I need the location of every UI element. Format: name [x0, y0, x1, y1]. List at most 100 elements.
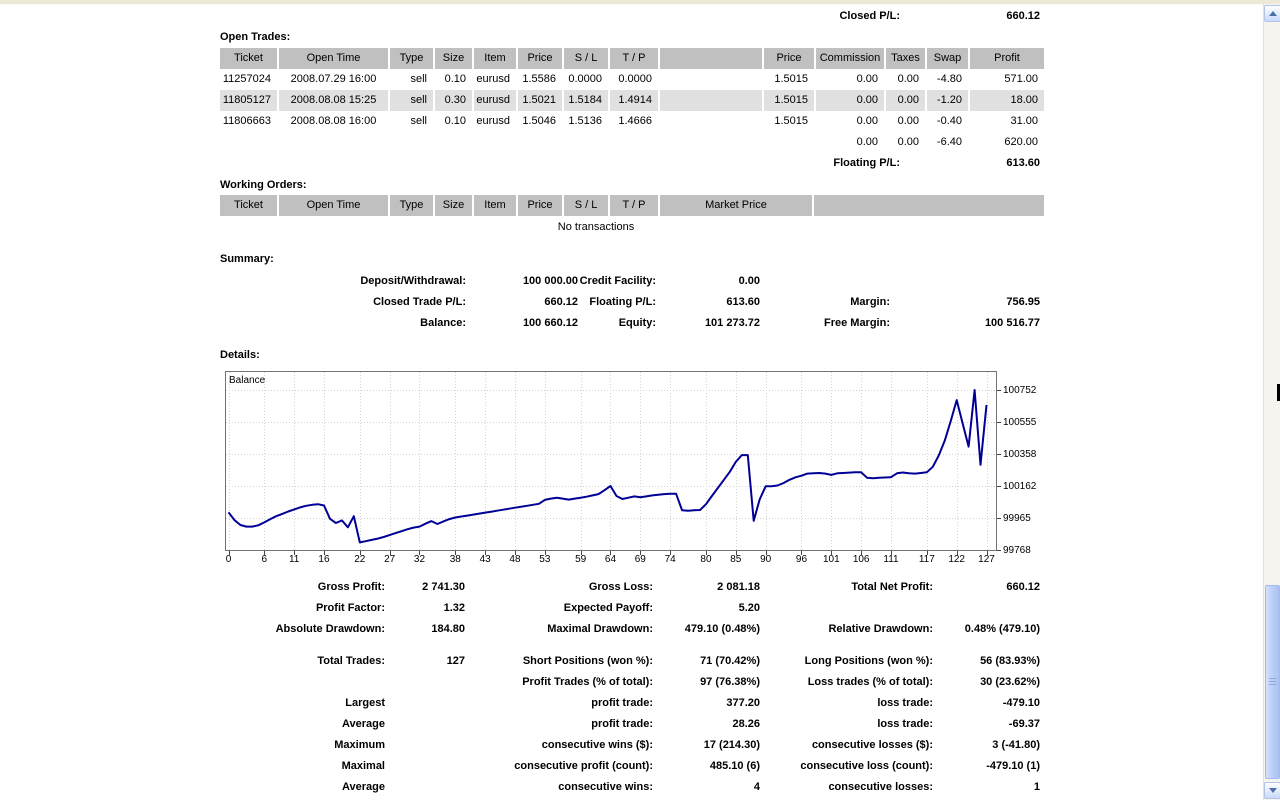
x-axis-tick-label: 85 [730, 554, 742, 565]
stat-row: Profit Trades (% of total): 97 (76.38%) Lo… [220, 672, 1044, 693]
stat-label: Absolute Drawdown: [275, 623, 385, 635]
totals-cell [433, 132, 472, 153]
y-axis-tick-label: 100752 [1003, 385, 1037, 397]
x-axis-tick-label: 22 [354, 554, 366, 565]
cell-type: sell [388, 69, 433, 90]
totals-cell [562, 132, 608, 153]
totals-cell [388, 132, 433, 153]
stat-value: -69.37 [1008, 718, 1040, 730]
stat-value: 485.10 (6) [709, 760, 760, 772]
open-trade-row: 11805127 2008.08.08 15:25 sell 0.30 eurusd 1.… [220, 90, 1044, 111]
summary-value: 100 660.12 [522, 317, 578, 329]
cell-type: sell [388, 111, 433, 132]
stat-value: 1 [1033, 781, 1040, 793]
column-header [658, 48, 762, 69]
cell-sl: 1.5184 [562, 90, 608, 111]
cell-swap: -4.80 [925, 69, 968, 90]
column-header: S / L [562, 195, 608, 216]
column-header: Price [762, 48, 814, 69]
stat-row: Total Trades: 127 Short Positions (won %):… [220, 651, 1044, 672]
stat-value: 28.26 [732, 718, 760, 730]
column-header: Size [433, 48, 472, 69]
y-axis-tick-label: 100358 [1003, 449, 1037, 461]
balance-chart: 0 6 11 16 22 27 32 38 43 48 53 59 64 69 74 80 85 90 96 101 1… [220, 371, 1044, 576]
stat-value: 30 (23.62%) [980, 676, 1040, 688]
floating-pl-label: Floating P/L: [833, 157, 900, 169]
cell-open_price: 1.5586 [516, 69, 562, 90]
summary-row: Closed Trade P/L: 660.12 Floating P/L: 613.… [220, 292, 1044, 313]
report-content: Closed P/L: 660.12 Open Trades: Ticket Op… [220, 0, 1044, 800]
stat-value: 377.20 [726, 697, 760, 709]
x-axis-tick-label: 53 [539, 554, 551, 565]
summary-label: Balance: [420, 317, 466, 329]
totals-row: 0.00 0.00 -6.40 620.00 [220, 132, 1044, 153]
stat-value: 3 (-41.80) [992, 739, 1040, 751]
stat-label: Short Positions (won %): [522, 655, 653, 667]
column-header: Ticket [220, 195, 277, 216]
column-header: Type [388, 195, 433, 216]
stat-label: Profit Factor: [315, 602, 385, 614]
open-trades-heading: Open Trades: [220, 31, 291, 43]
stat-label: Maximal [341, 760, 385, 772]
summary-row: Balance: 100 660.12 Equity: 101 273.72 Free … [220, 313, 1044, 334]
cell-open_price: 1.5021 [516, 90, 562, 111]
stat-label: consecutive profit (count): [514, 760, 653, 772]
x-axis-tick-label: 122 [948, 554, 965, 565]
summary-label: Margin: [850, 296, 890, 308]
stat-row: Largest profit trade: 377.20 loss trade: -47… [220, 693, 1044, 714]
cell-item: eurusd [472, 69, 516, 90]
x-axis-tick-label: 106 [852, 554, 870, 565]
cell-price: 1.5015 [762, 90, 814, 111]
cell-blank [658, 111, 762, 132]
y-axis-tick-label: 99965 [1003, 512, 1031, 524]
x-axis-tick-label: 0 [225, 554, 232, 565]
cell-tp: 1.4914 [608, 90, 658, 111]
scrollbar-thumb[interactable] [1265, 585, 1280, 779]
stat-label: Total Net Profit: [851, 581, 933, 593]
scroll-up-button[interactable] [1264, 5, 1280, 22]
cell-commission: 0.00 [814, 69, 884, 90]
vertical-scrollbar[interactable] [1263, 4, 1280, 800]
column-header: Ticket [220, 48, 277, 69]
stat-label: consecutive loss (count): [800, 760, 933, 772]
column-header: Price [516, 195, 562, 216]
x-axis-tick-label: 16 [318, 554, 330, 565]
stat-label: Total Trades: [317, 655, 385, 667]
x-axis-tick-label: 101 [822, 554, 840, 565]
cell-open_time: 2008.07.29 16:00 [277, 69, 388, 90]
column-header: Taxes [884, 48, 925, 69]
scroll-down-button[interactable] [1264, 782, 1280, 799]
column-header: Open Time [277, 195, 388, 216]
balance-line [227, 389, 988, 544]
open-trade-row: 11257024 2008.07.29 16:00 sell 0.10 eurusd 1.… [220, 69, 1044, 90]
stat-label: Expected Payoff: [563, 602, 653, 614]
cell-taxes: 0.00 [884, 90, 925, 111]
cell-ticket: 11806663 [220, 111, 277, 132]
stat-label: Gross Profit: [317, 581, 385, 593]
stat-label: profit trade: [591, 697, 653, 709]
totals-cell: 0.00 [814, 132, 884, 153]
cursor-artifact [1277, 384, 1280, 401]
column-header: Type [388, 48, 433, 69]
stat-value: 2 741.30 [422, 581, 465, 593]
cell-blank [658, 69, 762, 90]
cell-type: sell [388, 90, 433, 111]
x-axis-tick-label: 38 [449, 554, 461, 565]
column-header: Price [516, 48, 562, 69]
stat-label: consecutive wins: [558, 781, 653, 793]
stat-label: Profit Trades (% of total): [522, 676, 653, 688]
summary-value: 100 516.77 [984, 317, 1040, 329]
floating-pl-value: 613.60 [1006, 157, 1040, 169]
stat-label: Long Positions (won %): [804, 655, 933, 667]
totals-cell [762, 132, 814, 153]
stat-row: Average profit trade: 28.26 loss trade: -69.… [220, 714, 1044, 735]
cell-open_time: 2008.08.08 16:00 [277, 111, 388, 132]
summary-value: 660.12 [544, 296, 578, 308]
column-header: Profit [968, 48, 1044, 69]
stat-label: Maximal Drawdown: [547, 623, 653, 635]
cell-profit: 31.00 [968, 111, 1044, 132]
